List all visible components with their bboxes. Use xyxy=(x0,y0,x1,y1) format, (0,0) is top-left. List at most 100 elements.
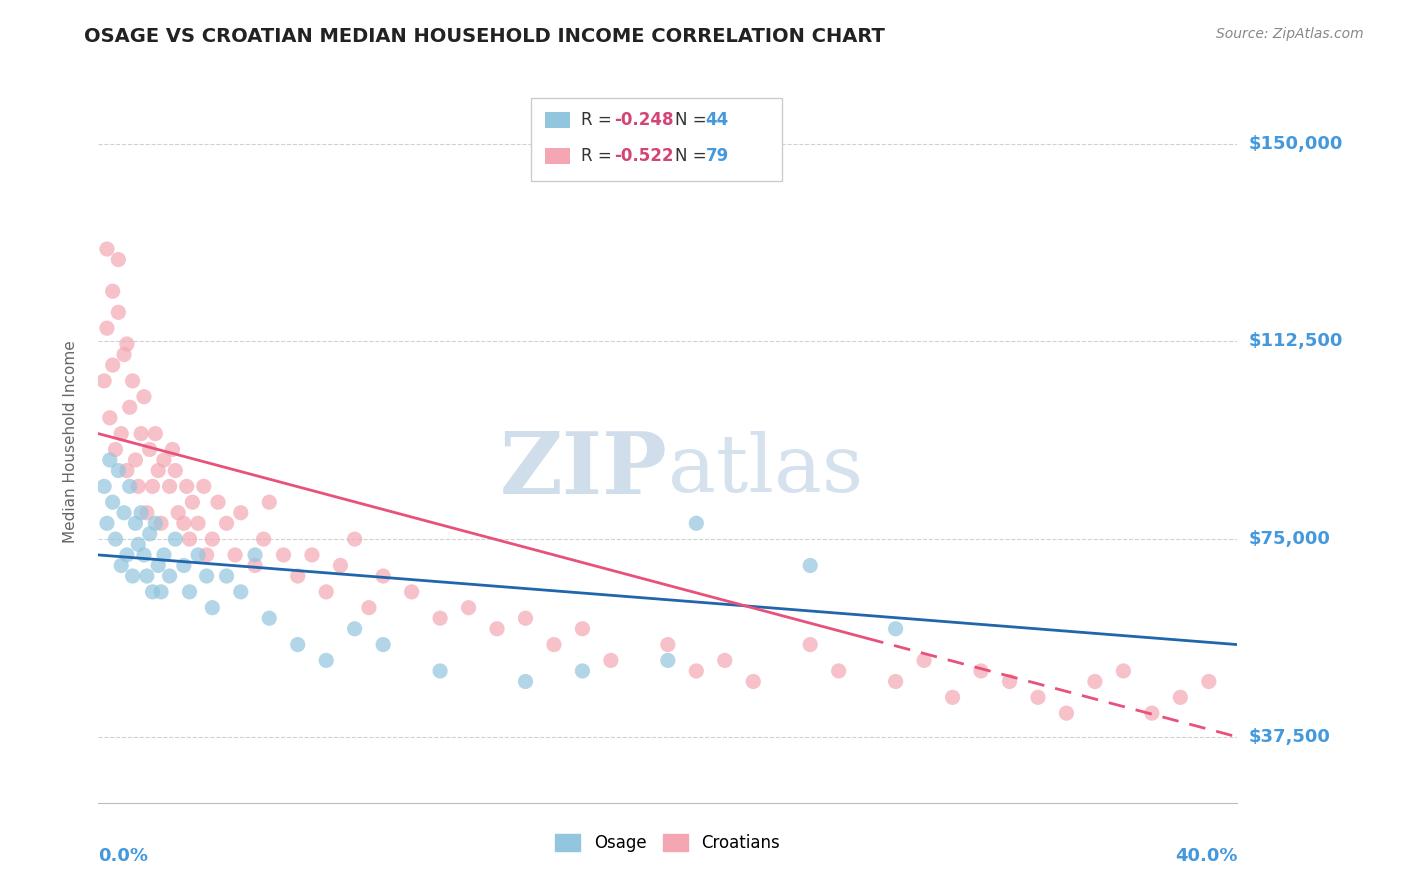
Point xyxy=(96,516,118,531)
Point xyxy=(315,585,337,599)
Point xyxy=(121,569,143,583)
Point xyxy=(714,653,737,667)
Y-axis label: Median Household Income: Median Household Income xyxy=(63,340,77,543)
Point xyxy=(287,569,309,583)
Point xyxy=(1170,690,1192,705)
Text: ZIP: ZIP xyxy=(501,428,668,512)
Point xyxy=(315,653,337,667)
Point xyxy=(104,442,127,457)
Point xyxy=(98,453,121,467)
Point xyxy=(167,506,190,520)
Point xyxy=(129,426,152,441)
Point xyxy=(998,674,1021,689)
Point xyxy=(373,638,395,652)
Point xyxy=(685,516,707,531)
Point xyxy=(96,321,118,335)
Point xyxy=(252,532,274,546)
Point xyxy=(127,537,149,551)
Point xyxy=(145,426,167,441)
Text: $150,000: $150,000 xyxy=(1249,135,1343,153)
Point xyxy=(179,585,201,599)
Point xyxy=(181,495,204,509)
Point xyxy=(1056,706,1078,720)
Point xyxy=(121,374,143,388)
Text: atlas: atlas xyxy=(668,432,863,509)
Point xyxy=(515,611,537,625)
Point xyxy=(115,337,138,351)
Point xyxy=(124,453,146,467)
Text: -0.248: -0.248 xyxy=(614,111,673,129)
Point xyxy=(127,479,149,493)
Point xyxy=(600,653,623,667)
Point xyxy=(165,464,187,478)
Point xyxy=(195,569,218,583)
Point xyxy=(153,453,176,467)
Point xyxy=(229,506,252,520)
Point xyxy=(153,548,176,562)
Point xyxy=(107,464,129,478)
Point xyxy=(657,638,679,652)
Point xyxy=(259,495,281,509)
Point xyxy=(429,611,451,625)
Point xyxy=(799,558,821,573)
FancyBboxPatch shape xyxy=(546,112,569,128)
Point xyxy=(101,284,124,298)
Point xyxy=(685,664,707,678)
Point xyxy=(96,242,118,256)
Text: OSAGE VS CROATIAN MEDIAN HOUSEHOLD INCOME CORRELATION CHART: OSAGE VS CROATIAN MEDIAN HOUSEHOLD INCOM… xyxy=(84,27,886,45)
Point xyxy=(115,464,138,478)
Text: -0.522: -0.522 xyxy=(614,147,673,165)
Point xyxy=(132,548,155,562)
Point xyxy=(118,479,141,493)
Point xyxy=(301,548,323,562)
Point xyxy=(329,558,352,573)
Point xyxy=(195,548,218,562)
Point xyxy=(742,674,765,689)
Point xyxy=(229,585,252,599)
Point xyxy=(215,516,238,531)
Point xyxy=(1026,690,1049,705)
Point xyxy=(799,638,821,652)
Legend: Osage, Croatians: Osage, Croatians xyxy=(555,834,780,852)
Point xyxy=(912,653,935,667)
Point xyxy=(343,532,366,546)
Point xyxy=(132,390,155,404)
Point xyxy=(1084,674,1107,689)
Point xyxy=(187,516,209,531)
Point xyxy=(159,479,181,493)
Text: 79: 79 xyxy=(706,147,728,165)
Point xyxy=(1112,664,1135,678)
Point xyxy=(571,664,593,678)
Point xyxy=(159,569,181,583)
Point xyxy=(107,305,129,319)
Point xyxy=(138,442,160,457)
Point xyxy=(828,664,851,678)
Point xyxy=(135,569,157,583)
Point xyxy=(259,611,281,625)
Point xyxy=(1140,706,1163,720)
Point xyxy=(207,495,229,509)
Point xyxy=(176,479,198,493)
Point xyxy=(107,252,129,267)
Point xyxy=(486,622,509,636)
Point xyxy=(970,664,993,678)
Text: 0.0%: 0.0% xyxy=(98,847,149,865)
Point xyxy=(401,585,423,599)
FancyBboxPatch shape xyxy=(531,98,782,181)
Point xyxy=(101,495,124,509)
Text: $37,500: $37,500 xyxy=(1249,728,1330,746)
Point xyxy=(884,622,907,636)
Point xyxy=(457,600,479,615)
Text: Source: ZipAtlas.com: Source: ZipAtlas.com xyxy=(1216,27,1364,41)
Point xyxy=(110,426,132,441)
Point xyxy=(110,558,132,573)
Point xyxy=(150,585,173,599)
Point xyxy=(135,506,157,520)
Point xyxy=(373,569,395,583)
Point xyxy=(93,374,115,388)
Point xyxy=(357,600,380,615)
Point xyxy=(141,585,163,599)
Point xyxy=(112,347,135,361)
Point xyxy=(141,479,163,493)
Text: 44: 44 xyxy=(706,111,728,129)
